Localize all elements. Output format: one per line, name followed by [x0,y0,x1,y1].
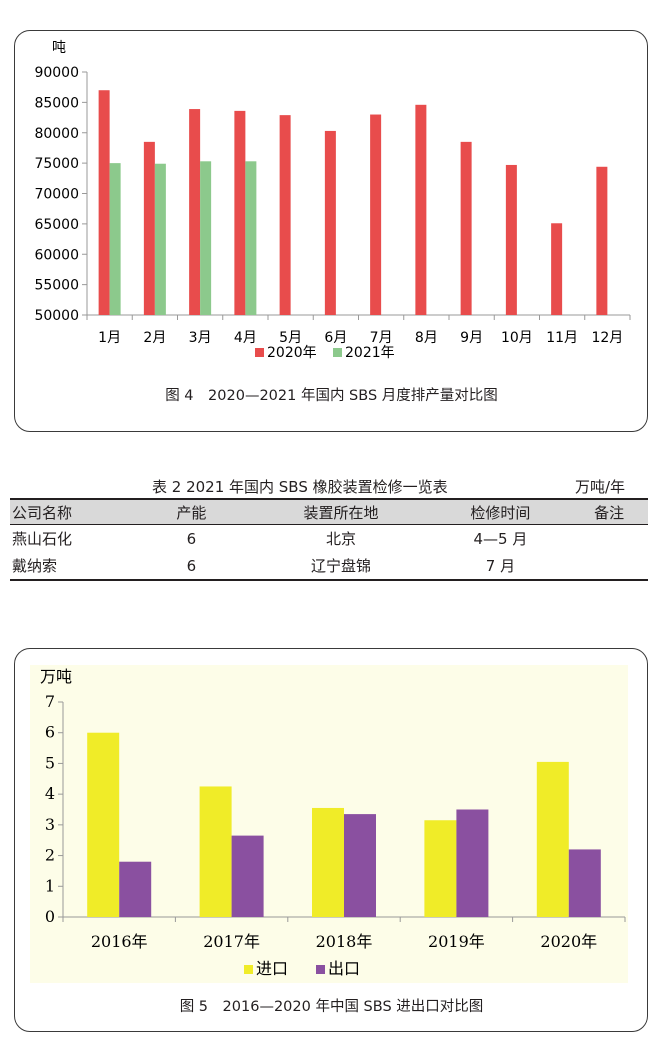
cell-remarks [570,552,648,581]
bar-series-1 [312,807,344,917]
bar-series-2 [231,835,264,917]
table-title: 表 2 2021 年国内 SBS 橡胶装置检修一览表 [152,478,448,496]
x-tick-label: 6月 [324,330,347,346]
cell-remarks [570,525,648,553]
bar-series-1 [460,141,472,315]
legend-swatch [316,965,325,974]
y-tick-label: 3 [45,815,55,834]
y-tick-label: 85000 [34,95,79,111]
cell-maintenance-time: 4—5 月 [473,530,528,548]
cell-capacity: 6 [131,552,252,581]
figure-4-chart: 吨 50000 55000 60000 65000 70000 75000 80000 8500… [30,38,634,368]
x-tick-label: 2019年 [428,932,485,951]
bar-series-1 [98,90,110,315]
figure-5-caption: 图 5 2016—2020 年中国 SBS 进出口对比图 [179,999,484,1015]
bar-series-2 [456,809,489,917]
figure-5-frame [14,648,648,1032]
x-tick-label: 1月 [98,330,121,346]
y-tick-label: 0 [45,907,55,926]
x-tick-label: 4月 [234,330,257,346]
header-company: 公司名称 [10,498,132,525]
bar-series-1 [370,114,382,316]
y-axis-label: 万吨 [40,667,72,686]
y-tick-label: 60000 [34,247,79,263]
bar-series-2 [200,161,212,315]
bar-series-2 [119,861,152,917]
legend-label: 2021年 [345,345,395,361]
x-tick-label: 2020年 [540,932,597,951]
figure-5-chart: 万吨 0 1 2 3 4 5 6 7 2016年 2017年 2018年 2019年 2020年进口 出口 [30,665,628,983]
header-location: 装置所在地 [251,498,431,525]
x-tick-label: 2017年 [203,932,260,951]
bar-series-2 [568,849,601,917]
y-tick-label: 2 [45,846,55,865]
cell-company: 燕山石化 [12,530,73,548]
x-tick-label: 2月 [143,330,166,346]
figure-4-caption: 图 4 2020—2021 年国内 SBS 月度排产量对比图 [165,388,498,404]
bar-series-1 [551,223,563,315]
legend-label: 出口 [328,959,360,978]
table-row: 燕山石化 6 北京 4—5 月 [10,525,648,553]
cell-location: 北京 [325,530,356,548]
header-remarks: 备注 [570,498,648,525]
y-tick-label: 65000 [34,217,79,233]
bar-series-1 [279,115,291,315]
bar-series-1 [189,109,201,316]
y-tick-label: 80000 [34,126,79,142]
bar-series-1 [324,130,336,315]
bar-series-2 [344,814,376,917]
figure-4-frame [14,30,648,432]
bar-series-2 [109,163,121,315]
y-tick-label: 50000 [34,308,79,324]
bar-series-1 [234,110,246,315]
header-maintenance-time: 检修时间 [430,498,571,525]
bar-series-1 [415,104,427,316]
cell-company: 戴纳索 [10,552,132,581]
bar-series-1 [505,164,517,315]
table-unit: 万吨/年 [575,478,626,496]
table-row: 戴纳索 6 辽宁盘锦 7 月 [10,552,648,581]
y-tick-label: 55000 [34,278,79,294]
y-tick-label: 1 [45,876,55,895]
y-tick-label: 4 [45,784,55,803]
bar-series-1 [536,761,569,917]
x-tick-label: 10月 [501,330,533,346]
x-tick-label: 12月 [591,330,623,346]
x-tick-label: 11月 [546,330,578,346]
x-tick-label: 7月 [370,330,393,346]
y-tick-label: 90000 [34,65,79,81]
bar-series-1 [424,820,457,917]
table-header-row: 公司名称 产能 装置所在地 检修时间 备注 [10,498,648,525]
y-axis-label: 吨 [52,40,66,56]
bar-series-1 [143,141,155,315]
x-tick-label: 9月 [460,330,483,346]
legend-swatch [255,348,264,357]
bar-series-1 [596,166,608,315]
bar-series-1 [87,732,120,917]
x-tick-label: 2018年 [316,932,373,951]
legend-swatch [244,965,253,974]
header-capacity: 产能 [131,498,252,525]
legend-label: 进口 [256,959,288,978]
x-tick-label: 3月 [189,330,212,346]
maintenance-table: 公司名称 产能 装置所在地 检修时间 备注 燕山石化 6 北京 4—5 月 戴纳… [10,498,648,581]
y-tick-label: 5 [45,753,55,772]
cell-capacity: 6 [186,529,197,548]
x-tick-label: 5月 [279,330,302,346]
legend-label: 2020年 [267,345,317,361]
bar-series-2 [154,163,166,315]
y-tick-label: 70000 [34,187,79,203]
bar-series-1 [199,786,232,917]
figure-4-svg: 吨 50000 55000 60000 65000 70000 75000 80000 8500… [34,40,631,361]
bar-series-2 [245,161,257,315]
x-tick-label: 8月 [415,330,438,346]
legend-swatch [333,348,342,357]
cell-maintenance-time: 7 月 [430,552,571,581]
y-tick-label: 7 [45,692,55,711]
x-tick-label: 2016年 [91,932,148,951]
y-tick-label: 6 [45,723,55,742]
cell-location: 辽宁盘锦 [251,552,431,581]
y-tick-label: 75000 [34,156,79,172]
